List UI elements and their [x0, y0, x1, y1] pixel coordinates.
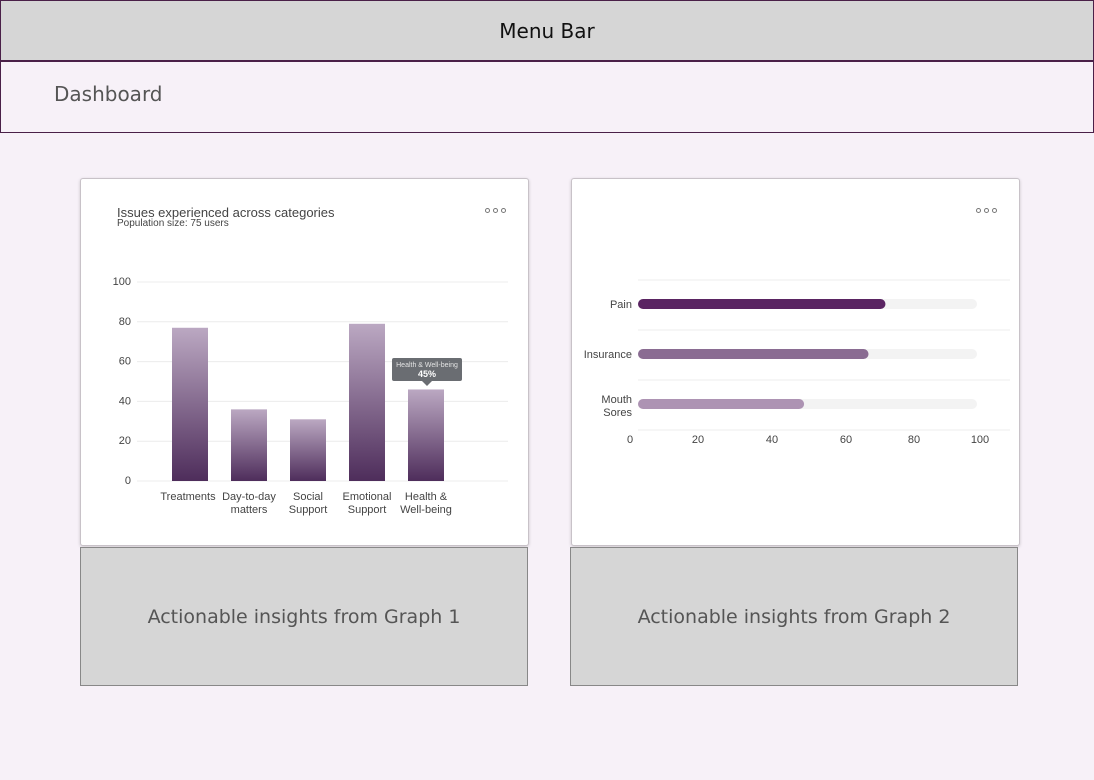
y-tick-label: Pain [610, 299, 632, 311]
bar [172, 327, 208, 481]
insights-panel-graph2: Actionable insights from Graph 2 [570, 547, 1018, 686]
x-tick-label: Support [289, 504, 328, 516]
y-tick-label: 20 [119, 435, 131, 447]
insights-text-graph2: Actionable insights from Graph 2 [637, 605, 951, 628]
y-tick-label: 100 [113, 276, 131, 288]
tooltip-box [392, 358, 462, 381]
bar [349, 323, 385, 481]
x-tick-label: 60 [840, 434, 852, 446]
bar [231, 409, 267, 481]
menu-bar-title: Menu Bar [499, 18, 595, 43]
x-tick-label: 100 [971, 434, 989, 446]
chart-card-horizontal: Pain Insurance Mouth Sores 0 20 40 60 80 100 [571, 178, 1020, 546]
x-tick-label: Emotional [343, 491, 392, 503]
chart-title: Issues experienced across categories [117, 205, 335, 220]
y-tick-label: Sores [603, 407, 632, 419]
page-title[interactable]: Dashboard [54, 82, 163, 106]
x-tick-label: Health & [405, 491, 448, 503]
dashboard-header: Dashboard [0, 62, 1094, 133]
y-tick-label: 60 [119, 356, 131, 368]
bar [408, 389, 444, 481]
bar [638, 299, 886, 309]
x-tick-label: Support [348, 504, 387, 516]
insights-panel-graph1: Actionable insights from Graph 1 [80, 547, 528, 686]
x-tick-label: Day-to-day [222, 491, 276, 503]
y-tick-label: 80 [119, 316, 131, 328]
y-tick-label: Insurance [584, 349, 632, 361]
x-tick-label: 40 [766, 434, 778, 446]
chart-subtitle: Population size: 75 users [117, 218, 229, 229]
more-horizontal-icon[interactable] [485, 208, 506, 213]
bar [638, 399, 805, 409]
x-tick-label: 0 [627, 434, 633, 446]
more-horizontal-icon[interactable] [976, 208, 997, 213]
tooltip-value: 45% [418, 369, 436, 379]
chart-card-issues: Issues experienced across categories Pop… [80, 178, 529, 546]
bar [290, 419, 326, 481]
menu-bar: Menu Bar [0, 0, 1094, 62]
x-tick-label: Social [293, 491, 323, 503]
y-tick-label: Mouth [601, 394, 632, 406]
x-tick-label: Treatments [160, 491, 216, 503]
insights-text-graph1: Actionable insights from Graph 1 [147, 605, 461, 628]
bar [638, 349, 869, 359]
x-tick-label: 20 [692, 434, 704, 446]
y-tick-label: 40 [119, 395, 131, 407]
tooltip-pointer [422, 381, 432, 386]
x-tick-label: Well-being [400, 504, 452, 516]
y-tick-label: 0 [125, 475, 131, 487]
x-tick-label: 80 [908, 434, 920, 446]
x-tick-label: matters [231, 504, 268, 516]
tooltip-label: Health & Well-being [396, 362, 458, 369]
